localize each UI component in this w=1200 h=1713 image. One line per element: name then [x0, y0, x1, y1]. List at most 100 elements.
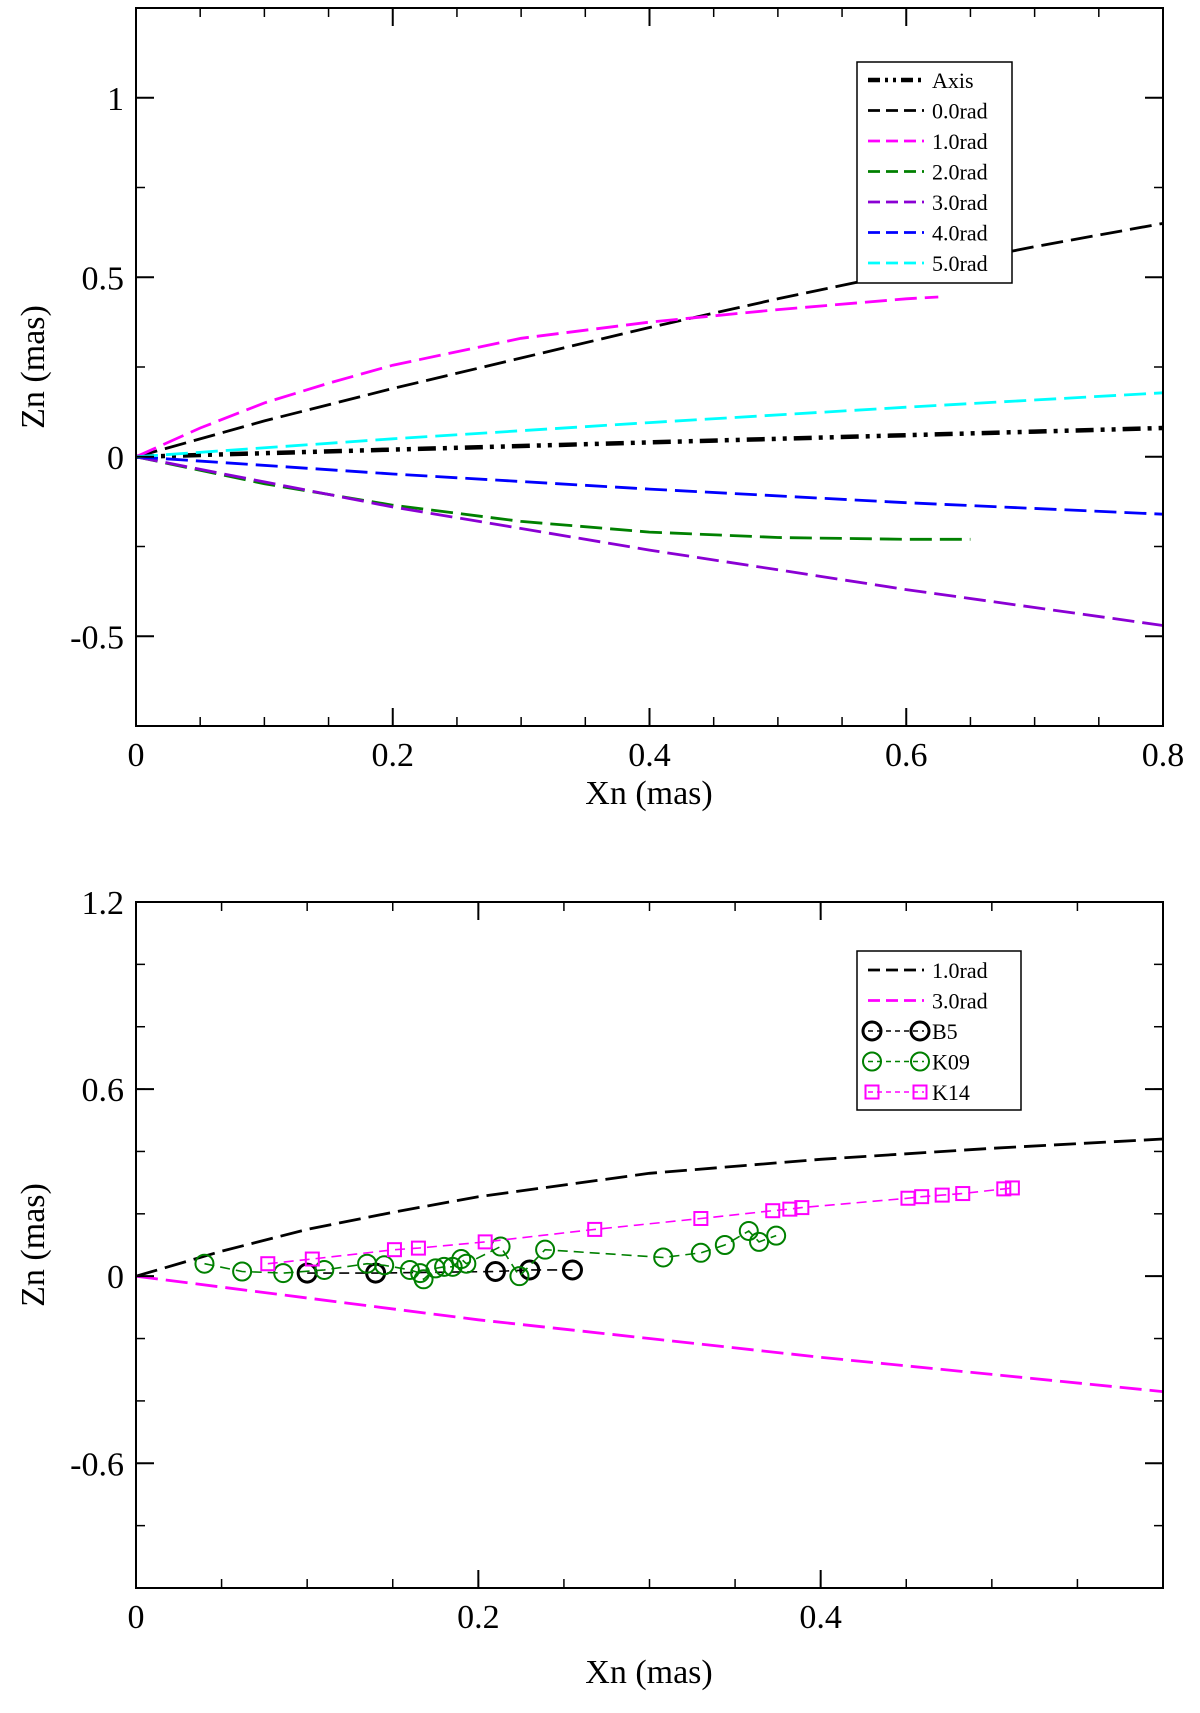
- series-axis: [136, 425, 1163, 460]
- legend-label: 3.0rad: [932, 190, 988, 215]
- legend-label: 1.0rad: [932, 129, 988, 154]
- data-point-k09: [509, 1266, 530, 1287]
- data-point-b5: [519, 1259, 541, 1281]
- legend-item-k09: K09: [862, 1050, 970, 1075]
- y-tick-label: 1: [107, 81, 124, 118]
- legend-box: [856, 61, 1013, 284]
- legend-item-3-0rad: 3.0rad: [868, 190, 988, 215]
- series-line-k14: [267, 1187, 1013, 1265]
- data-point-k09: [374, 1255, 395, 1276]
- data-point-k09: [535, 1239, 556, 1260]
- x-tick-label: 0.6: [885, 737, 928, 774]
- y-axis-label: Zn (mas): [15, 305, 52, 429]
- data-point-k14: [386, 1242, 402, 1258]
- legend-marker: [910, 1051, 930, 1072]
- y-tick-label: -0.6: [70, 1446, 124, 1483]
- data-point-k14: [782, 1201, 798, 1217]
- top-panel: 0 0.2 0.4 0.6 0.8 -0.5 0 0.5 1 Xn (mas) Zn (mas)…: [15, 7, 1185, 812]
- legend-label: 1.0rad: [932, 958, 988, 983]
- y-tick-label: -0.5: [70, 619, 124, 656]
- x-tick-label: 0.4: [799, 1599, 842, 1636]
- legend-label: K09: [932, 1050, 970, 1075]
- x-tick-label: 0.2: [457, 1599, 500, 1636]
- series-line-axis: [136, 425, 1163, 460]
- legend-label: Axis: [932, 68, 974, 93]
- legend-box: [856, 950, 1022, 1111]
- legend-item-5-0rad: 5.0rad: [868, 251, 988, 276]
- data-point-k09: [399, 1259, 420, 1280]
- plot-area: [136, 1137, 1163, 1393]
- series-3-0rad: [136, 455, 1163, 627]
- series-line-b5: [307, 1269, 573, 1274]
- data-point-k14: [304, 1251, 320, 1267]
- data-point-k14: [934, 1187, 950, 1203]
- legend-item-b5: B5: [861, 1019, 958, 1044]
- data-point-k09: [314, 1259, 335, 1280]
- data-point-k09: [766, 1225, 787, 1246]
- legend-marker: [912, 1084, 928, 1100]
- x-axis-label: Xn (mas): [585, 775, 712, 812]
- y-tick-label: 0: [107, 440, 124, 477]
- data-point-k14: [477, 1234, 493, 1250]
- legend-item-0-0rad: 0.0rad: [868, 99, 988, 124]
- x-tick-label: 0: [128, 1599, 145, 1636]
- data-point-k09: [749, 1231, 770, 1252]
- series-5-0rad: [136, 391, 1163, 459]
- data-point-k14: [260, 1256, 276, 1272]
- legend-label: 0.0rad: [932, 99, 988, 124]
- data-point-b5: [484, 1261, 506, 1283]
- data-point-k14: [587, 1221, 603, 1237]
- data-point-k09: [653, 1247, 674, 1268]
- data-point-k09: [714, 1235, 735, 1255]
- x-tick-label: 0.4: [628, 737, 671, 774]
- series-1-0rad: [136, 1137, 1163, 1278]
- data-point-k09: [273, 1263, 294, 1284]
- legend-marker: [861, 1020, 883, 1042]
- data-point-k14: [1004, 1180, 1020, 1196]
- x-axis-label: Xn (mas): [585, 1654, 712, 1691]
- legend-item-1-0rad: 1.0rad: [868, 129, 988, 154]
- data-point-k09: [413, 1269, 434, 1290]
- y-tick-label: 0: [107, 1259, 124, 1296]
- legend-label: B5: [932, 1019, 958, 1044]
- legend-item-axis: Axis: [868, 68, 974, 93]
- legend-label: 4.0rad: [932, 221, 988, 246]
- legend-label: 5.0rad: [932, 251, 988, 276]
- data-point-k09: [738, 1220, 759, 1241]
- data-point-k09: [194, 1253, 215, 1274]
- series-line-1-0rad: [136, 295, 939, 459]
- data-point-k14: [765, 1203, 781, 1219]
- x-tick-label: 0.2: [372, 737, 415, 774]
- series-line-1-0rad: [136, 1137, 1163, 1278]
- legend-item-1-0rad: 1.0rad: [868, 958, 988, 983]
- y-axis-label: Zn (mas): [15, 1183, 52, 1307]
- legend-item-2-0rad: 2.0rad: [868, 160, 988, 185]
- data-point-k09: [232, 1261, 253, 1282]
- legend-item-k14: K14: [864, 1080, 970, 1105]
- data-point-k09: [456, 1253, 477, 1274]
- data-point-k14: [794, 1200, 810, 1216]
- legend-label: 2.0rad: [932, 160, 988, 185]
- series-k14: [260, 1180, 1020, 1272]
- data-point-k14: [996, 1181, 1012, 1197]
- x-tick-label: 0: [128, 737, 145, 774]
- data-point-k09: [690, 1242, 711, 1263]
- data-point-k14: [410, 1240, 426, 1256]
- data-point-k09: [434, 1256, 455, 1277]
- data-point-k09: [451, 1249, 472, 1270]
- series-line-5-0rad: [136, 391, 1163, 459]
- y-tick-label: 0.6: [82, 1072, 125, 1109]
- series-2-0rad: [136, 455, 971, 541]
- x-tick-label: 0.8: [1142, 737, 1185, 774]
- legend-marker: [864, 1084, 880, 1100]
- series-b5: [296, 1259, 583, 1284]
- bottom-panel: 0 0.2 0.4 -0.6 0 0.6 1.2 Xn (mas) Zn (mas) 1.0…: [15, 885, 1164, 1691]
- legend-label: 3.0rad: [932, 989, 988, 1014]
- data-point-b5: [561, 1259, 583, 1281]
- legend: 1.0rad 3.0rad B5 K09 K14: [856, 950, 1022, 1111]
- legend-marker: [909, 1020, 931, 1042]
- legend-item-4-0rad: 4.0rad: [868, 221, 988, 246]
- legend-label: K14: [932, 1080, 970, 1105]
- series-line-2-0rad: [136, 455, 971, 541]
